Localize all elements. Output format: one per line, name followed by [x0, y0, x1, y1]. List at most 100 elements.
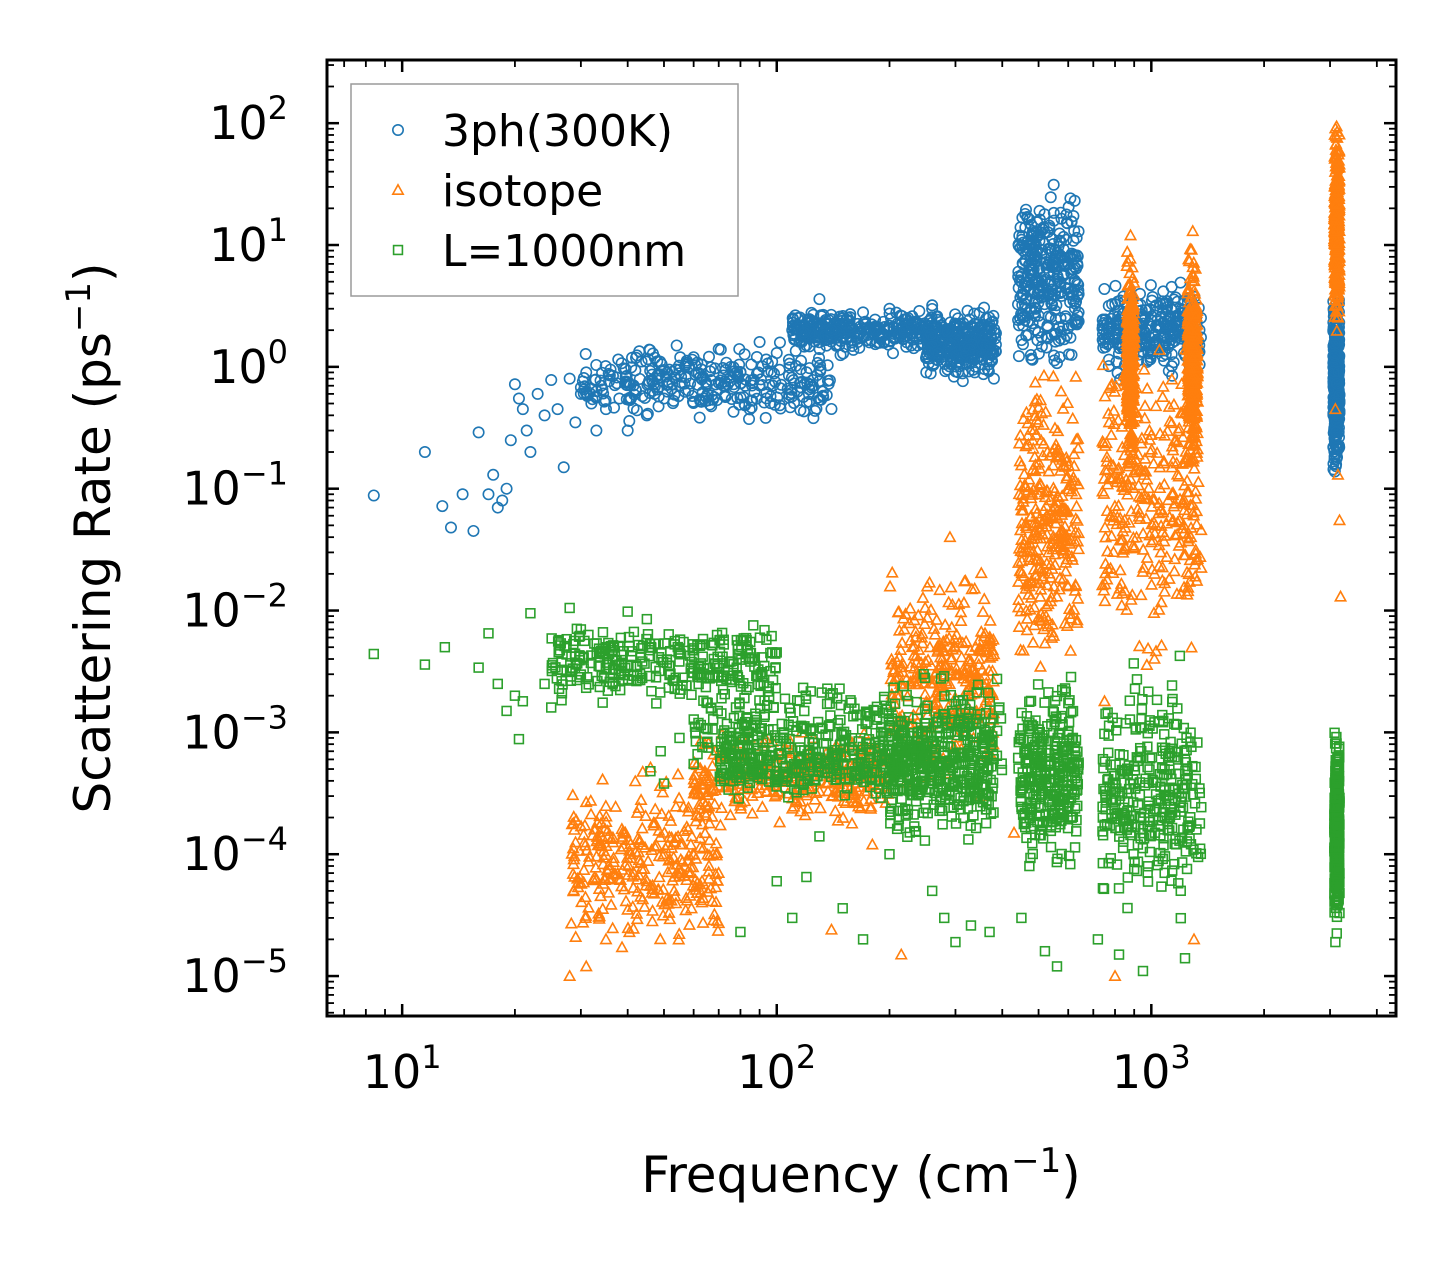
data-point [630, 912, 644, 925]
data-point [673, 363, 686, 376]
data-point [961, 304, 974, 317]
data-point [557, 461, 570, 474]
data-point [1072, 225, 1085, 238]
data-point [729, 790, 743, 803]
data-point [620, 378, 633, 391]
data-point [681, 800, 696, 813]
data-point [1331, 441, 1344, 454]
data-point [578, 890, 593, 903]
data-point [943, 349, 956, 362]
data-point [1024, 263, 1037, 276]
data-point [706, 913, 721, 926]
data-point [580, 366, 593, 379]
data-point [957, 317, 970, 330]
data-point [1056, 255, 1069, 268]
data-point [811, 356, 824, 369]
data-point [640, 409, 653, 422]
data-point [626, 881, 640, 893]
data-point [604, 897, 618, 910]
data-point [973, 322, 986, 335]
data-point [579, 348, 592, 361]
data-point [1017, 310, 1030, 323]
data-point [956, 375, 969, 388]
data-point [1033, 316, 1046, 329]
data-point [695, 817, 709, 830]
data-point [923, 315, 936, 328]
data-point [566, 788, 580, 801]
data-point [566, 841, 580, 854]
data-point [939, 365, 952, 378]
data-point [579, 909, 593, 921]
data-point [740, 778, 754, 791]
data-point [606, 855, 621, 867]
data-point [881, 321, 894, 334]
data-point [1162, 338, 1175, 351]
data-point [594, 816, 608, 829]
data-point [734, 366, 747, 379]
data-point [883, 302, 896, 315]
data-point [612, 872, 626, 884]
data-point [1069, 250, 1082, 263]
data-point [1144, 279, 1157, 292]
data-point [684, 377, 697, 390]
data-point [708, 797, 722, 810]
data-point [614, 842, 628, 855]
data-point [508, 378, 521, 391]
data-point [1024, 349, 1037, 362]
data-point [608, 401, 621, 414]
data-point [482, 488, 495, 501]
data-point [613, 392, 626, 405]
data-point [609, 800, 623, 812]
data-point [665, 841, 679, 853]
data-point [745, 374, 758, 387]
data-point [956, 333, 969, 346]
data-point [633, 833, 647, 845]
data-point [805, 314, 818, 327]
data-point [1143, 303, 1156, 316]
data-point [857, 794, 871, 807]
data-point [589, 872, 604, 885]
data-point [669, 831, 683, 843]
data-point [662, 378, 675, 391]
data-point [687, 755, 702, 768]
data-point [738, 348, 751, 361]
data-point [1026, 227, 1039, 240]
data-point [1046, 299, 1059, 312]
data-point [906, 333, 919, 346]
data-point [987, 372, 1000, 385]
data-point [702, 816, 717, 829]
data-point [1062, 200, 1075, 213]
data-point [731, 369, 744, 382]
data-point [566, 816, 580, 829]
data-point [624, 392, 637, 405]
data-point [675, 377, 688, 390]
data-point [1021, 211, 1034, 224]
data-point [631, 831, 645, 844]
data-point [1047, 178, 1060, 191]
data-point [801, 801, 815, 814]
data-point [689, 882, 703, 895]
data-point [786, 324, 799, 337]
data-point [834, 335, 847, 348]
data-point [687, 847, 701, 860]
data-point [743, 412, 756, 425]
data-point [830, 325, 843, 338]
data-point [524, 446, 537, 459]
data-point [1053, 321, 1066, 334]
data-point [687, 351, 700, 364]
data-point [813, 801, 827, 814]
data-point [703, 848, 717, 861]
data-point [650, 838, 664, 851]
data-point [984, 338, 997, 351]
data-point [472, 426, 485, 439]
data-point [671, 767, 685, 780]
data-point [633, 345, 646, 358]
data-point [418, 446, 431, 459]
data-point [789, 793, 803, 806]
data-point [665, 862, 679, 875]
data-point [723, 808, 737, 821]
data-point [648, 802, 662, 815]
data-point [709, 848, 724, 861]
data-point [887, 347, 900, 360]
